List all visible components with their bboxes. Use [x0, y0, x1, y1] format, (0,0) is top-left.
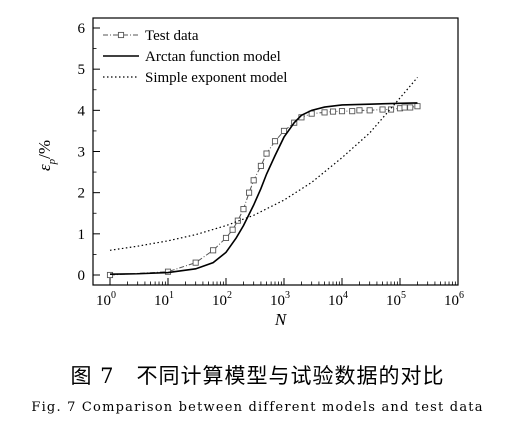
- x-axis-title: N: [274, 310, 288, 329]
- legend-marker: [117, 31, 125, 39]
- chart: 100 101 102 103 104 105 106 0 1 2 3 4 5 6 Test data A…: [35, 17, 464, 329]
- y-tick-label: 0: [78, 268, 86, 284]
- y-tick-label: 6: [78, 21, 86, 37]
- x-tick-label: 104: [328, 290, 348, 309]
- y-tick-label: 1: [78, 227, 86, 243]
- data-point: [379, 106, 386, 113]
- figure-caption-zh: 图 7 不同计算模型与试验数据的对比: [70, 364, 445, 388]
- y-tick-label: 3: [78, 145, 86, 161]
- y-tick-label: 2: [78, 186, 86, 202]
- data-point: [210, 247, 217, 254]
- data-point: [338, 108, 346, 115]
- data-point: [250, 177, 257, 184]
- data-point: [106, 271, 114, 279]
- x-tick-label: 102: [212, 290, 232, 309]
- data-point: [222, 234, 230, 242]
- data-point: [229, 226, 236, 233]
- data-point: [240, 206, 247, 213]
- legend-label: Test data: [145, 28, 199, 44]
- figure-caption-en: Fig. 7 Comparison between different mode…: [31, 400, 484, 415]
- data-point: [356, 107, 363, 114]
- x-tick-label: 106: [444, 290, 464, 309]
- data-point: [321, 109, 328, 116]
- data-point: [192, 259, 199, 266]
- data-point: [401, 104, 408, 111]
- data-point: [329, 108, 337, 115]
- series-1: [109, 102, 418, 275]
- x-tick-label: 105: [386, 290, 406, 309]
- data-point: [263, 150, 270, 157]
- series-line: [109, 102, 418, 275]
- x-tick-label: 100: [96, 290, 116, 309]
- y-tick-label: 5: [78, 62, 86, 78]
- data-point: [234, 217, 241, 224]
- x-tick-labels: 100 101 102 103 104 105 106: [96, 290, 464, 309]
- data-point: [414, 103, 421, 110]
- axis-ticks: [93, 27, 459, 285]
- data-point: [280, 127, 288, 134]
- x-tick-label: 103: [270, 290, 290, 309]
- y-tick-labels: 0 1 2 3 4 5 6: [78, 21, 86, 284]
- y-tick-label: 4: [78, 103, 86, 119]
- data-point: [246, 189, 253, 196]
- x-tick-label: 101: [154, 290, 174, 309]
- series-2: [109, 77, 418, 251]
- legend: Test data Arctan function model Simple exp…: [103, 28, 287, 86]
- series-line: [109, 77, 418, 251]
- data-point: [271, 138, 279, 145]
- data-point: [387, 106, 395, 113]
- data-point: [366, 107, 373, 114]
- data-point: [407, 104, 414, 111]
- legend-label: Simple exponent model: [145, 70, 287, 86]
- legend-label: Arctan function model: [145, 49, 281, 65]
- series-layer: [106, 77, 421, 279]
- data-point: [257, 162, 264, 169]
- y-axis-title: εp/%: [35, 140, 58, 171]
- data-point: [349, 108, 356, 115]
